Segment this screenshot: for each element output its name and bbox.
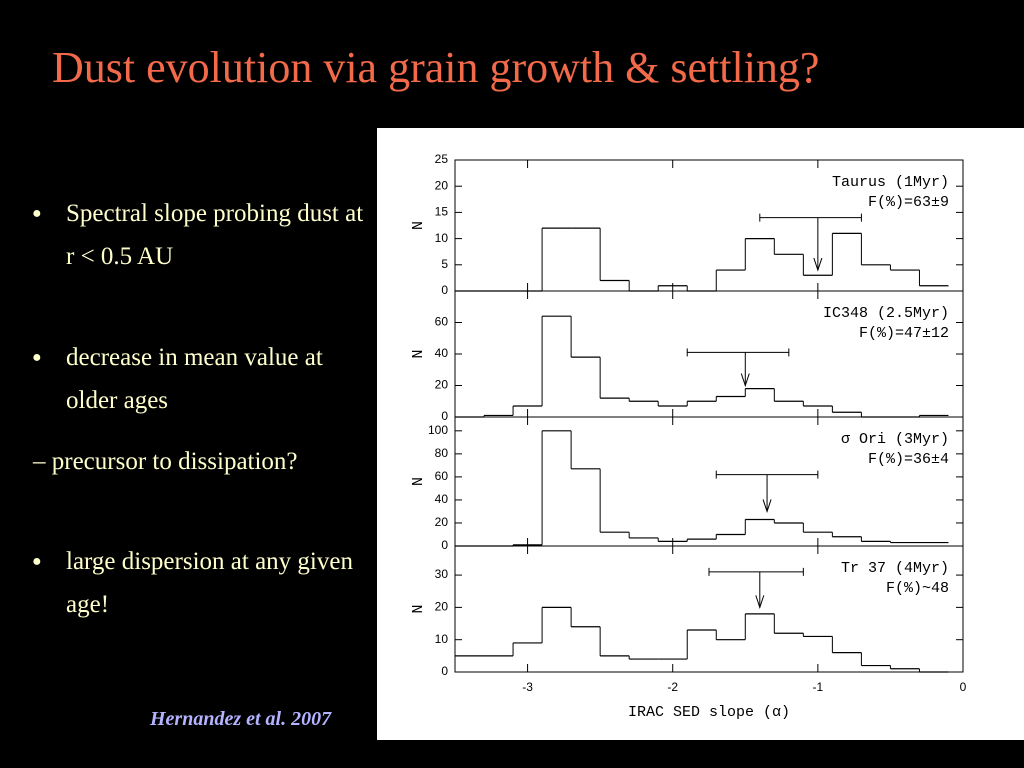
y-tick-label: 20 (435, 600, 449, 614)
y-tick-label: 0 (441, 409, 448, 423)
y-tick-label: 10 (435, 231, 449, 245)
y-tick-label: 60 (435, 315, 449, 329)
y-axis-label: N (410, 477, 427, 486)
figure-background (377, 128, 1024, 740)
y-axis-label: N (410, 349, 427, 358)
y-tick-label: 20 (435, 378, 449, 392)
panel-annotation: Tr 37 (4Myr) (841, 560, 949, 577)
x-tick-label: -3 (522, 680, 533, 694)
citation: Hernandez et al. 2007 (150, 708, 332, 730)
bullet-text: decrease in mean value at older ages (66, 344, 323, 414)
sub-text: – precursor to dissipation? (33, 448, 298, 475)
x-tick-label: -2 (667, 680, 678, 694)
bullet-item: ● Spectral slope probing dust at r < 0.5 … (32, 200, 364, 270)
arrow-head (740, 373, 750, 388)
y-tick-label: 0 (441, 538, 448, 552)
y-tick-label: 100 (428, 423, 448, 437)
y-tick-label: 20 (435, 515, 449, 529)
y-tick-label: 5 (441, 257, 448, 271)
panel-annotation: Taurus (1Myr) (832, 174, 949, 191)
plot-frame (454, 545, 964, 673)
panel-annotation: F(%)=36±4 (868, 451, 949, 468)
y-tick-label: 25 (435, 152, 449, 166)
y-tick-label: 0 (441, 283, 448, 297)
panel-annotation: F(%)~48 (886, 580, 949, 597)
panel-annotation: F(%)=47±12 (859, 325, 949, 342)
arrow-head (755, 595, 765, 609)
x-tick-label: 0 (960, 680, 967, 694)
x-axis-label: IRAC SED slope (α) (628, 704, 790, 721)
bullet-item: ● decrease in mean value at older ages (32, 344, 323, 414)
y-tick-label: 20 (435, 178, 449, 192)
panel-annotation: F(%)=63±9 (868, 194, 949, 211)
arrow-head (762, 499, 772, 514)
bullet-text: Spectral slope probing dust at r < 0.5 A… (66, 200, 364, 270)
y-axis-label: N (410, 221, 427, 230)
y-tick-label: 60 (435, 469, 449, 483)
y-tick-label: 30 (435, 567, 449, 581)
y-tick-label: 10 (435, 632, 449, 646)
y-axis-label: N (410, 604, 427, 613)
x-tick-label: -1 (813, 680, 824, 694)
y-tick-label: 40 (435, 492, 449, 506)
y-tick-label: 80 (435, 446, 449, 460)
y-tick-label: 15 (435, 205, 449, 219)
bullet-text: large dispersion at any given age! (66, 548, 353, 618)
panel-annotation: σ Ori (3Myr) (841, 431, 949, 448)
y-tick-label: 0 (441, 664, 448, 678)
panel-annotation: IC348 (2.5Myr) (823, 305, 949, 322)
bullet-item: ● large dispersion at any given age! (32, 548, 353, 618)
arrow-head (813, 257, 823, 272)
y-tick-label: 40 (435, 346, 449, 360)
sub-item: – precursor to dissipation? (33, 440, 373, 483)
slide-title: Dust evolution via grain growth & settli… (52, 43, 820, 92)
